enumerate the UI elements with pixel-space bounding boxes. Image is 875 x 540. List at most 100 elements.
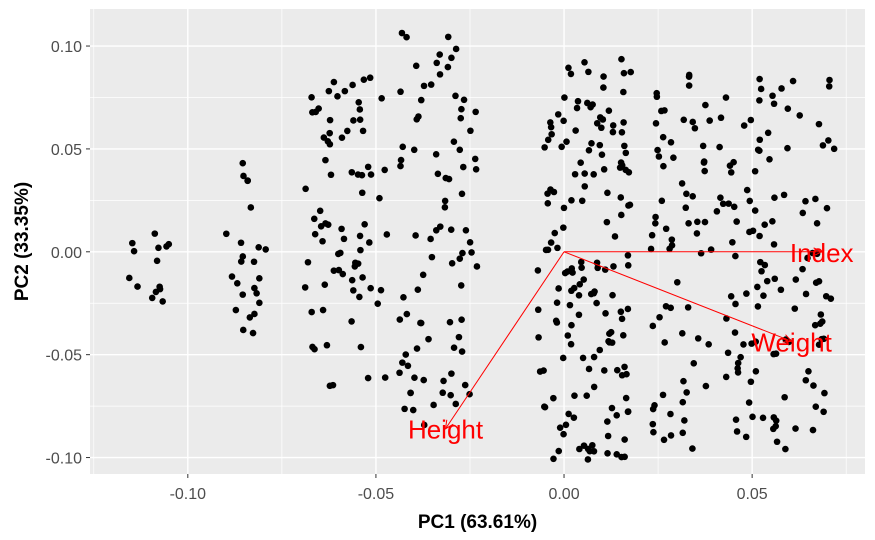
data-point [589, 101, 596, 108]
data-point [247, 204, 255, 211]
data-point [240, 172, 247, 180]
data-point [652, 213, 659, 221]
x-axis-title: PC1 (63.61%) [418, 512, 537, 533]
data-point [820, 408, 827, 416]
data-point [789, 77, 797, 85]
data-point [536, 368, 544, 375]
data-point [334, 93, 341, 100]
data-point [341, 87, 349, 95]
data-point [830, 145, 838, 153]
data-point [620, 119, 627, 126]
data-point [724, 349, 732, 357]
data-point [460, 96, 468, 104]
data-point [319, 306, 327, 314]
data-point [239, 326, 247, 334]
data-point [462, 226, 470, 234]
data-point [817, 311, 825, 318]
data-point [622, 394, 630, 402]
data-point [562, 421, 570, 429]
data-point [792, 276, 800, 283]
data-point [802, 376, 810, 384]
data-point [367, 284, 374, 292]
data-point [457, 282, 465, 289]
data-point [448, 370, 455, 377]
data-point [769, 425, 777, 433]
data-point [810, 382, 817, 389]
data-point [683, 389, 690, 396]
y-tick-label: -0.05 [46, 348, 83, 365]
data-point [410, 146, 418, 154]
data-point [359, 127, 367, 135]
data-point [780, 191, 788, 199]
data-point [609, 128, 617, 136]
data-point [251, 310, 258, 318]
data-point [747, 378, 755, 386]
data-point [366, 74, 374, 82]
data-point [374, 300, 382, 307]
data-point [553, 319, 561, 326]
data-point [404, 362, 412, 370]
data-point [134, 283, 141, 290]
data-point [761, 261, 769, 269]
data-point [456, 146, 464, 154]
data-point [262, 246, 270, 253]
data-point [599, 116, 607, 123]
data-point [782, 445, 789, 453]
data-point [732, 300, 739, 308]
data-point [311, 230, 319, 238]
arrowhead [813, 247, 823, 257]
data-point [729, 238, 736, 246]
arrow-label-index: Index [790, 238, 854, 268]
data-point [319, 237, 326, 245]
data-point [596, 141, 604, 149]
data-point [620, 69, 628, 77]
data-point [757, 85, 765, 93]
data-point [358, 189, 366, 197]
data-point [344, 127, 351, 135]
data-point [358, 171, 366, 179]
data-point [555, 447, 563, 455]
data-point [556, 424, 564, 431]
data-point [716, 143, 723, 151]
data-point [678, 180, 686, 187]
data-point [239, 291, 247, 298]
data-point [468, 249, 475, 256]
data-point [447, 391, 454, 399]
data-point [564, 332, 572, 339]
data-point [756, 136, 764, 144]
data-point [324, 221, 332, 228]
data-point [594, 264, 601, 272]
data-point [617, 159, 625, 166]
data-point [355, 98, 363, 106]
data-point [548, 130, 555, 138]
data-point [734, 359, 742, 367]
arrowhead [444, 419, 454, 430]
data-point [618, 453, 625, 461]
data-point [377, 286, 385, 294]
data-point [560, 204, 568, 212]
data-point [544, 246, 552, 254]
data-point [621, 436, 628, 443]
data-point [403, 310, 411, 318]
data-point [719, 200, 727, 208]
data-point [819, 142, 827, 149]
data-point [713, 208, 721, 215]
data-point [609, 291, 616, 299]
data-point [809, 426, 817, 434]
data-point [233, 279, 241, 287]
data-point [602, 310, 609, 317]
data-point [600, 84, 607, 91]
data-point [751, 207, 759, 214]
y-axis-title: PC2 (33.35%) [12, 182, 33, 301]
data-point [348, 276, 356, 284]
data-point [565, 410, 572, 418]
data-point [648, 231, 656, 239]
data-point [821, 389, 828, 397]
data-point [588, 140, 595, 147]
data-point [432, 150, 440, 158]
data-point [577, 159, 584, 167]
data-point [356, 106, 364, 113]
data-point [399, 143, 407, 151]
data-point [239, 253, 247, 260]
data-point [450, 344, 458, 352]
